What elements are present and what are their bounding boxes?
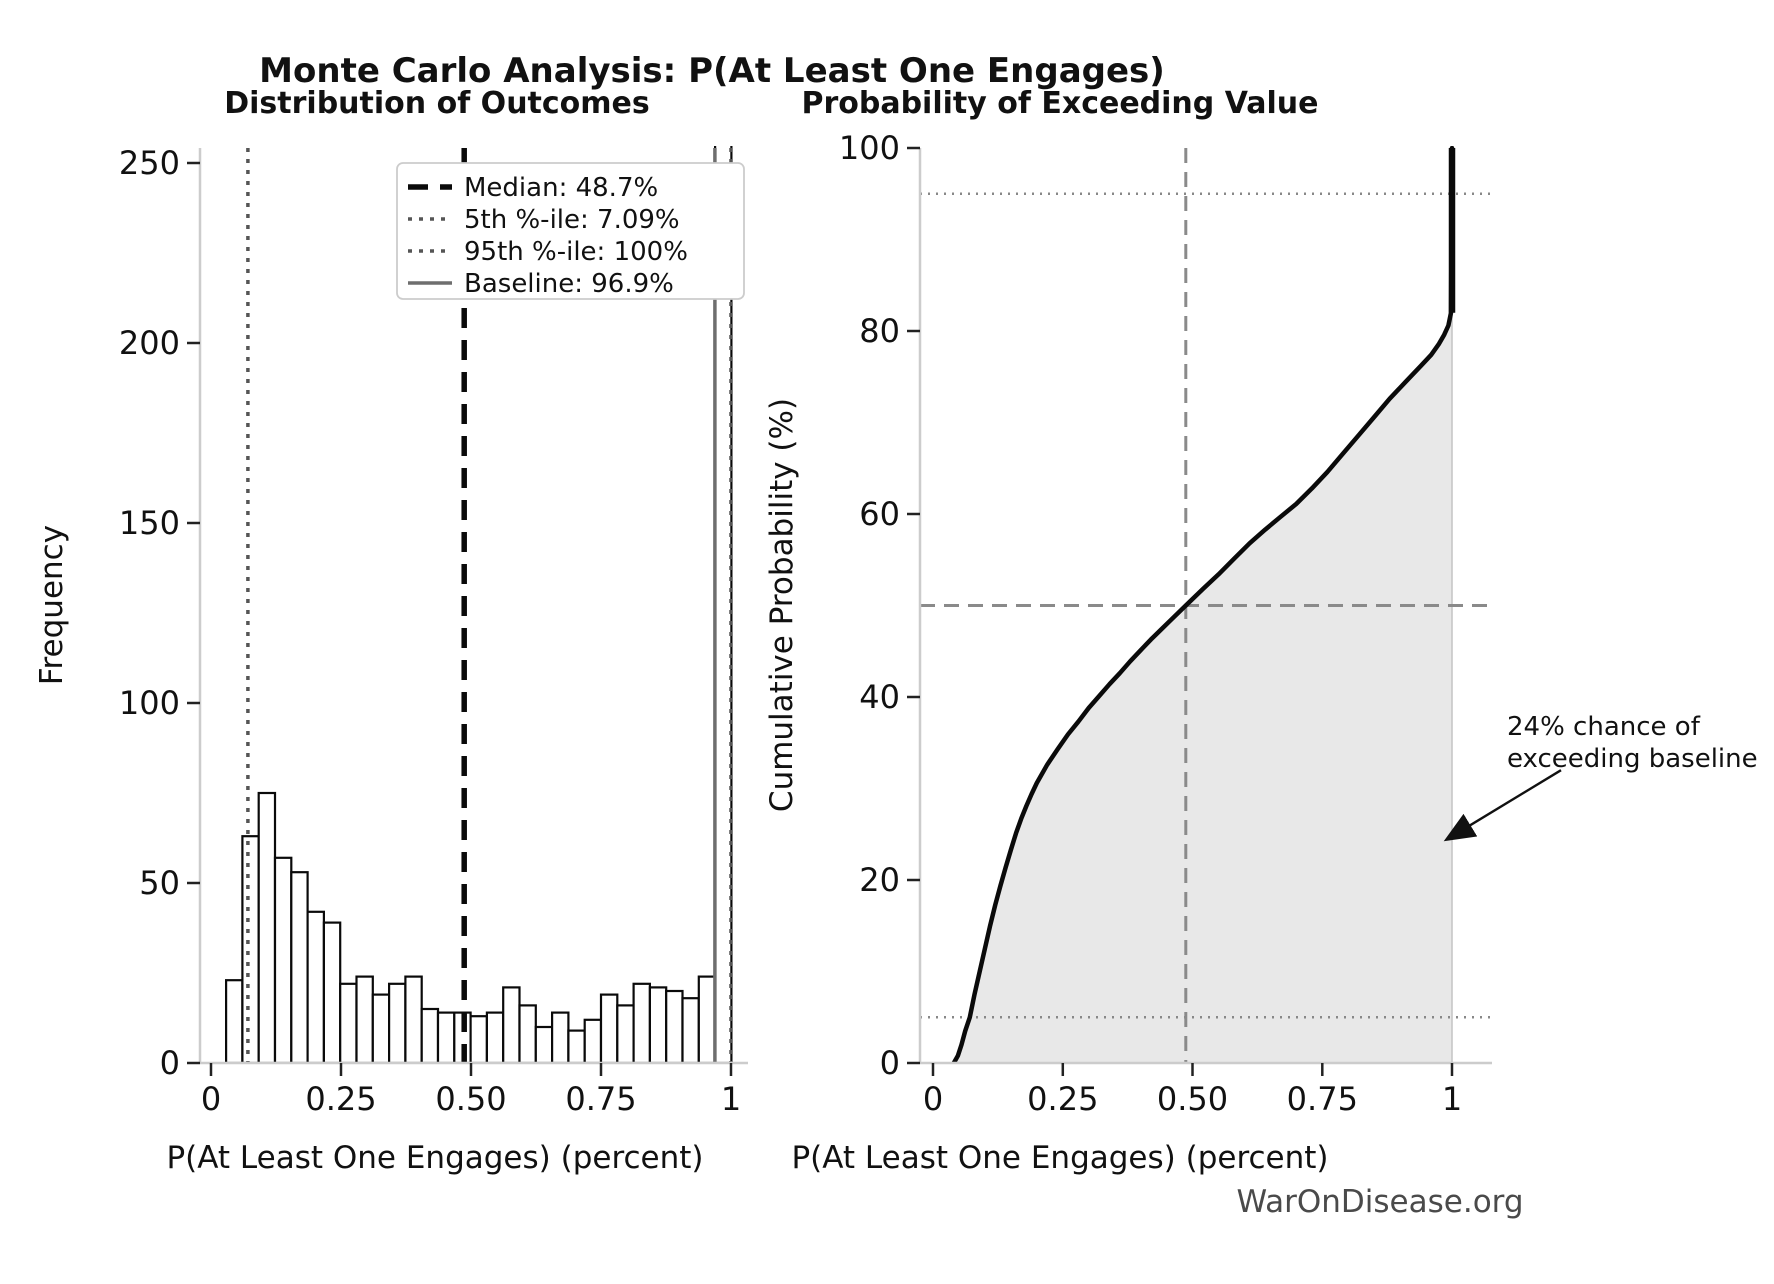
histogram-bar xyxy=(404,975,423,1064)
legend-entry-median: Median: 48.7% xyxy=(408,173,658,203)
histogram-bar xyxy=(469,1015,489,1064)
histogram-bar xyxy=(420,1007,440,1064)
y-tick-label: 20 xyxy=(859,861,900,899)
annotation-line2: exceeding baseline xyxy=(1507,744,1758,774)
legend: Median: 48.7% 5th %-ile: 7.09% 95th %-il… xyxy=(396,162,745,300)
y-tick-label: 40 xyxy=(859,678,900,716)
y-tick-label: 50 xyxy=(139,864,180,902)
histogram-bar xyxy=(648,986,668,1064)
legend-entry-5th-percentile: 5th %-ile: 7.09% xyxy=(408,205,680,235)
histogram-reference-lines xyxy=(246,148,733,1063)
y-tick-label: 250 xyxy=(119,144,180,182)
y-tick-label: 0 xyxy=(160,1044,180,1082)
x-tick-label: 0.50 xyxy=(1157,1080,1228,1118)
cdf-shaded-area xyxy=(952,311,1453,1064)
histogram-bar xyxy=(485,1011,505,1064)
histogram-bar xyxy=(550,1011,570,1064)
y-tick-label: 150 xyxy=(119,504,180,542)
histogram-bar xyxy=(322,921,342,1064)
legend-median-label: Median: 48.7% xyxy=(464,173,658,203)
cdf-plot: 0 0.25 0.50 0.75 1 0 20 40 60 80 100 P(At Least On… xyxy=(764,129,1758,1176)
histogram-bar xyxy=(534,1025,554,1064)
histogram-bar xyxy=(306,910,326,1064)
x-tick-label: 0.75 xyxy=(1287,1080,1358,1118)
legend-5th-label: 5th %-ile: 7.09% xyxy=(464,205,680,235)
left-y-axis-label: Frequency xyxy=(34,525,70,685)
x-tick-label: 0.25 xyxy=(1027,1080,1098,1118)
x-tick-label: 0.75 xyxy=(565,1080,636,1118)
y-tick-label: 100 xyxy=(119,684,180,722)
x-tick-label: 0.50 xyxy=(435,1080,506,1118)
left-plot-title: Distribution of Outcomes xyxy=(224,86,650,121)
histogram-bar xyxy=(371,993,391,1064)
legend-95th-label: 95th %-ile: 100% xyxy=(464,237,688,267)
histogram-bar xyxy=(665,989,684,1064)
histogram-bar xyxy=(355,975,374,1064)
cdf-curve-group xyxy=(951,146,1456,1064)
x-tick-label: 0 xyxy=(201,1080,221,1118)
right-plot-ticks: 0 0.25 0.50 0.75 1 0 20 40 60 80 100 xyxy=(839,129,1462,1118)
histogram-bar xyxy=(697,975,717,1064)
annotation-line1: 24% chance of xyxy=(1507,712,1701,742)
x-tick-label: 1 xyxy=(721,1080,741,1118)
histogram-bar xyxy=(241,835,260,1064)
histogram-plot: 0 0.25 0.50 0.75 1 0 50 100 150 200 250 P(At Least… xyxy=(34,144,748,1176)
annotation-arrow xyxy=(1443,769,1562,842)
legend-entry-95th-percentile: 95th %-ile: 100% xyxy=(408,237,688,267)
legend-baseline-label: Baseline: 96.9% xyxy=(464,269,674,299)
left-x-axis-label: P(At Least One Engages) (percent) xyxy=(166,1140,703,1176)
x-tick-label: 1 xyxy=(1442,1080,1462,1118)
y-tick-label: 100 xyxy=(839,129,900,167)
histogram-bar xyxy=(436,1011,456,1064)
histogram-bar xyxy=(632,982,651,1064)
right-plot-title: Probability of Exceeding Value xyxy=(801,86,1318,121)
legend-box xyxy=(396,162,745,300)
cdf-curve xyxy=(951,146,1455,1064)
histogram-bar xyxy=(518,1004,537,1064)
histogram-bar xyxy=(567,1029,586,1064)
right-y-axis-label: Cumulative Probability (%) xyxy=(764,398,800,812)
histogram-bar xyxy=(502,986,521,1064)
watermark-footer: WarOnDisease.org xyxy=(1236,1184,1523,1220)
histogram-bar xyxy=(290,871,309,1064)
histogram-bar xyxy=(713,146,733,1064)
right-x-axis-label: P(At Least One Engages) (percent) xyxy=(791,1140,1328,1176)
left-plot-ticks: 0 0.25 0.50 0.75 1 0 50 100 150 200 250 xyxy=(119,144,741,1118)
histogram-bars xyxy=(225,146,733,1064)
y-tick-label: 200 xyxy=(119,324,180,362)
figure-title: Monte Carlo Analysis: P(At Least One Eng… xyxy=(259,51,1165,91)
y-tick-label: 80 xyxy=(859,312,900,350)
histogram-bar xyxy=(599,993,619,1064)
histogram-bar xyxy=(583,1018,603,1064)
histogram-bar xyxy=(225,979,244,1064)
x-tick-label: 0.25 xyxy=(305,1080,376,1118)
histogram-bar xyxy=(339,982,358,1064)
histogram-bar xyxy=(681,997,700,1064)
x-tick-label: 0 xyxy=(923,1080,943,1118)
y-tick-label: 0 xyxy=(880,1044,900,1082)
histogram-bar xyxy=(616,1004,635,1064)
histogram-bar xyxy=(388,982,407,1064)
y-tick-label: 60 xyxy=(859,495,900,533)
annotation-exceed-baseline: 24% chance of exceeding baseline xyxy=(1443,712,1758,842)
histogram-bar xyxy=(257,791,277,1064)
legend-entry-baseline: Baseline: 96.9% xyxy=(408,269,674,299)
histogram-bar xyxy=(273,856,293,1064)
cdf-area-fill xyxy=(952,311,1453,1064)
